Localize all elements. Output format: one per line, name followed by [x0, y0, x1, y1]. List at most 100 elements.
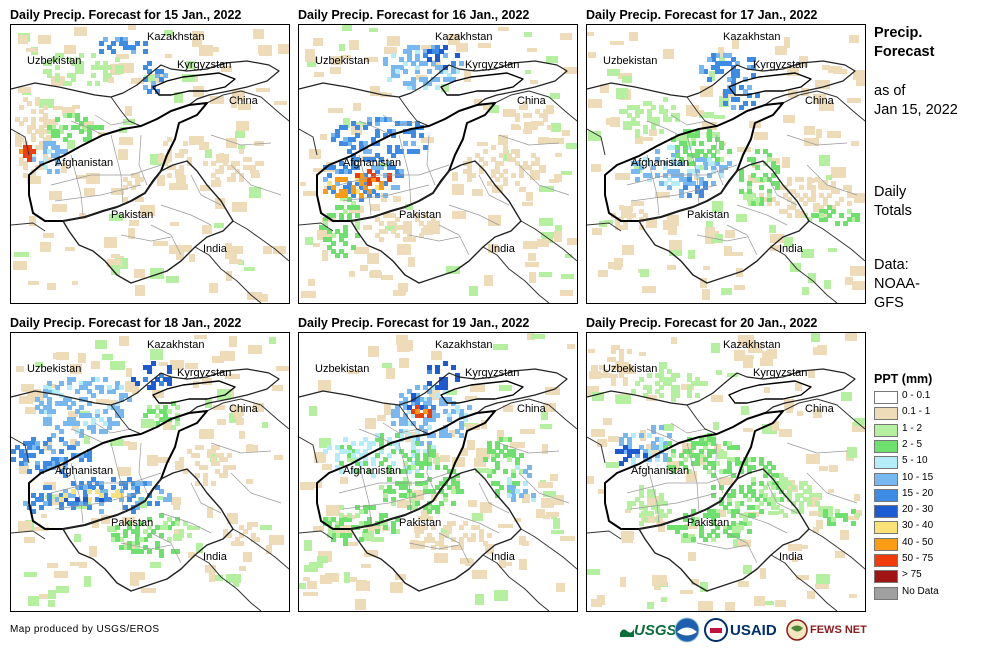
precip-cell	[434, 553, 448, 563]
precip-cell	[731, 81, 736, 86]
precip-cell	[623, 445, 628, 450]
precip-cell	[549, 138, 564, 144]
precip-cell	[815, 205, 820, 210]
precip-cell	[727, 457, 732, 462]
forecast-map-3: Kazakhstan Uzbekistan Kyrgyzstan China Afgha…	[586, 24, 866, 304]
precip-cell	[415, 397, 420, 402]
admin-boundary	[714, 134, 724, 186]
precip-cell	[408, 257, 415, 267]
precip-cell	[616, 395, 631, 404]
precip-cell	[407, 465, 412, 470]
precip-cell	[852, 281, 865, 290]
precip-cell	[739, 513, 744, 518]
precip-cell	[699, 157, 704, 162]
precip-cell	[663, 220, 676, 230]
precip-cell	[451, 481, 456, 486]
precip-cell	[763, 493, 768, 498]
precip-cell	[119, 336, 129, 346]
precip-cell	[391, 53, 396, 58]
precip-cell	[41, 514, 47, 518]
precip-cell	[419, 221, 424, 226]
precip-cell	[531, 334, 545, 339]
precip-cell	[176, 175, 186, 185]
legend-swatch	[874, 554, 898, 567]
precip-cell	[351, 161, 356, 166]
precip-cell	[427, 413, 432, 418]
precip-cell	[707, 461, 712, 466]
precip-cell	[415, 45, 420, 50]
precip-cell	[18, 521, 32, 532]
admin-boundary	[478, 174, 510, 206]
precip-cell	[451, 489, 456, 494]
precip-cell	[387, 165, 392, 170]
precip-cell	[387, 149, 392, 154]
precip-cell	[363, 457, 368, 462]
precip-cell	[411, 85, 416, 90]
precip-cell	[99, 385, 104, 390]
usaid-logo: USAID	[704, 616, 777, 644]
precip-cell	[51, 129, 56, 134]
precip-cell	[363, 149, 368, 154]
precip-cell	[519, 169, 524, 174]
precip-cell	[115, 37, 120, 42]
precip-cell	[459, 489, 464, 494]
precip-cell	[150, 154, 164, 165]
precip-cell	[15, 117, 20, 122]
precip-cell	[538, 482, 553, 488]
precip-cell	[647, 457, 652, 462]
precip-cell	[383, 117, 388, 122]
precip-cell	[304, 540, 312, 551]
precip-cell	[519, 559, 527, 570]
precip-cell	[707, 453, 712, 458]
precip-cell	[235, 537, 240, 542]
precip-cell	[339, 205, 344, 210]
precip-cell	[443, 381, 448, 386]
precip-cell	[391, 213, 396, 218]
precip-cell	[103, 489, 108, 494]
precip-cell	[591, 365, 598, 371]
precip-cell	[451, 537, 456, 542]
precip-cell	[216, 154, 229, 163]
precip-cell	[34, 527, 49, 531]
precip-cell	[55, 149, 60, 154]
precip-cell	[91, 361, 100, 369]
precip-cell	[141, 419, 154, 428]
precip-cell	[463, 533, 468, 538]
precip-cell	[39, 449, 44, 454]
precip-cell	[95, 340, 107, 349]
precip-cell	[819, 217, 824, 222]
precip-cell	[403, 141, 408, 146]
precip-cell	[807, 497, 819, 507]
precip-cell	[419, 481, 424, 486]
precip-cell	[131, 549, 136, 554]
precip-cell	[639, 513, 644, 518]
precip-cell	[423, 505, 428, 510]
precip-cell	[391, 497, 396, 502]
precip-cell	[768, 511, 779, 515]
admin-boundary	[358, 120, 392, 136]
precip-cell	[347, 189, 352, 194]
precip-cell	[619, 441, 624, 446]
precip-cell	[71, 481, 76, 486]
precip-cell	[491, 481, 496, 486]
legend-label: 5 - 10	[902, 455, 928, 467]
precip-cell	[103, 421, 108, 426]
precip-cell	[403, 485, 408, 490]
precip-cell	[139, 537, 144, 542]
precip-cell	[407, 469, 412, 474]
precip-cell	[175, 421, 180, 426]
precip-cell	[671, 137, 676, 142]
precip-cell	[659, 441, 664, 446]
precip-cell	[395, 65, 400, 70]
precip-cell	[330, 67, 341, 74]
precip-cell	[655, 192, 670, 198]
precip-cell	[691, 153, 696, 158]
precip-cell	[39, 165, 44, 170]
precip-cell	[827, 205, 832, 210]
precip-cell	[451, 469, 456, 474]
precip-cell	[651, 505, 656, 510]
precip-cell	[711, 53, 716, 58]
precip-cell	[175, 173, 180, 178]
precip-cell	[475, 594, 484, 605]
precip-cell	[491, 145, 496, 150]
